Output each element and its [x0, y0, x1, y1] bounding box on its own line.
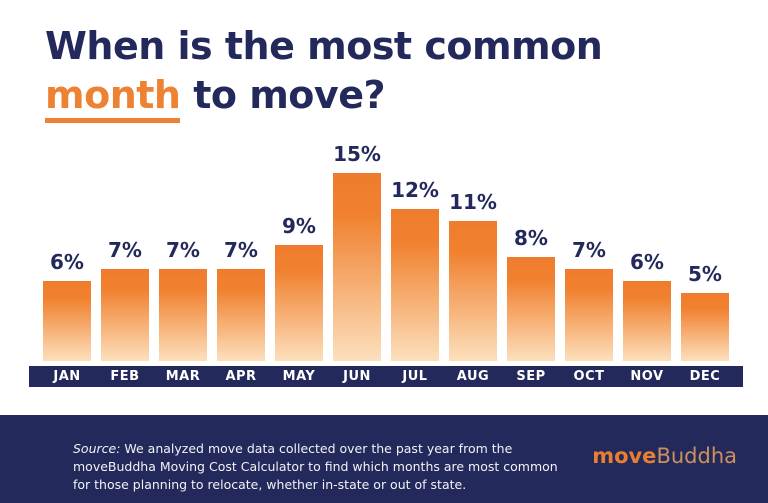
title-line1: When is the most common [45, 24, 603, 68]
bar-value-label-dec: 5% [688, 262, 722, 286]
bar-value-label-oct: 7% [572, 238, 606, 262]
bar-feb [101, 269, 149, 361]
month-labels: JAN FEB MAR APR MAY JUN JUL AUG SEP OCT NOV DEC [43, 366, 729, 387]
bar-chart: 6% 7% 7% 7% 9% 15% 12% 11% 8% 7% 6% 5% [43, 0, 729, 361]
bar-value-label-apr: 7% [224, 238, 258, 262]
bar-column-dec: 5% [681, 262, 729, 361]
month-label-sep: SEP [516, 369, 546, 384]
bar-jun [333, 173, 381, 361]
month-label-may: MAY [282, 369, 316, 384]
month-label-feb: FEB [110, 369, 140, 384]
month-label-apr: APR [225, 369, 257, 384]
logo-move: move [592, 444, 657, 468]
bar-value-label-mar: 7% [166, 238, 200, 262]
bar-nov [623, 281, 671, 361]
bar-column-mar: 7% [159, 238, 207, 361]
bar-jan [43, 281, 91, 361]
logo-buddha: Buddha [656, 444, 737, 468]
month-label-nov: NOV [630, 369, 664, 384]
source-text: We analyzed move data collected over the… [73, 441, 558, 492]
bar-column-oct: 7% [565, 238, 613, 361]
bar-value-label-aug: 11% [449, 190, 497, 214]
bar-column-aug: 11% [449, 190, 497, 361]
bar-oct [565, 269, 613, 361]
bar-apr [217, 269, 265, 361]
footer-bar: Source: We analyzed move data collected … [0, 415, 768, 503]
bar-column-jun: 15% [333, 142, 381, 361]
bar-value-label-jun: 15% [333, 142, 381, 166]
x-axis-band [29, 366, 743, 387]
bar-column-feb: 7% [101, 238, 149, 361]
month-label-aug: AUG [456, 369, 490, 384]
source-label: Source: [73, 441, 121, 456]
bar-jul [391, 209, 439, 361]
page-title: When is the most common month to move? [45, 22, 603, 123]
bar-value-label-feb: 7% [108, 238, 142, 262]
bar-dec [681, 293, 729, 361]
bar-column-may: 9% [275, 214, 323, 361]
title-line2-rest: to move? [180, 73, 386, 117]
month-label-jan: JAN [53, 369, 81, 384]
bar-sep [507, 257, 555, 361]
bar-column-jul: 12% [391, 178, 439, 361]
month-label-jun: JUN [343, 369, 371, 384]
bar-value-label-jan: 6% [50, 250, 84, 274]
source-note: Source: We analyzed move data collected … [73, 440, 568, 494]
bar-column-apr: 7% [217, 238, 265, 361]
month-label-mar: MAR [165, 369, 201, 384]
bar-value-label-may: 9% [282, 214, 316, 238]
bar-may [275, 245, 323, 361]
bar-mar [159, 269, 207, 361]
month-bar-chart: 6% 7% 7% 7% 9% 15% 12% 11% 8% 7% 6% 5% JAN FEB MAR APR… [29, 0, 743, 387]
title-highlight-month: month [45, 74, 181, 123]
bar-value-label-jul: 12% [391, 178, 439, 202]
bar-column-sep: 8% [507, 226, 555, 361]
bar-column-jan: 6% [43, 250, 91, 361]
bar-aug [449, 221, 497, 361]
month-label-jul: JUL [402, 369, 428, 384]
month-label-oct: OCT [573, 369, 605, 384]
bar-column-nov: 6% [623, 250, 671, 361]
movebuddha-logo: moveBuddha [592, 444, 737, 468]
bar-value-label-nov: 6% [630, 250, 664, 274]
bar-value-label-sep: 8% [514, 226, 548, 250]
month-label-dec: DEC [689, 369, 721, 384]
